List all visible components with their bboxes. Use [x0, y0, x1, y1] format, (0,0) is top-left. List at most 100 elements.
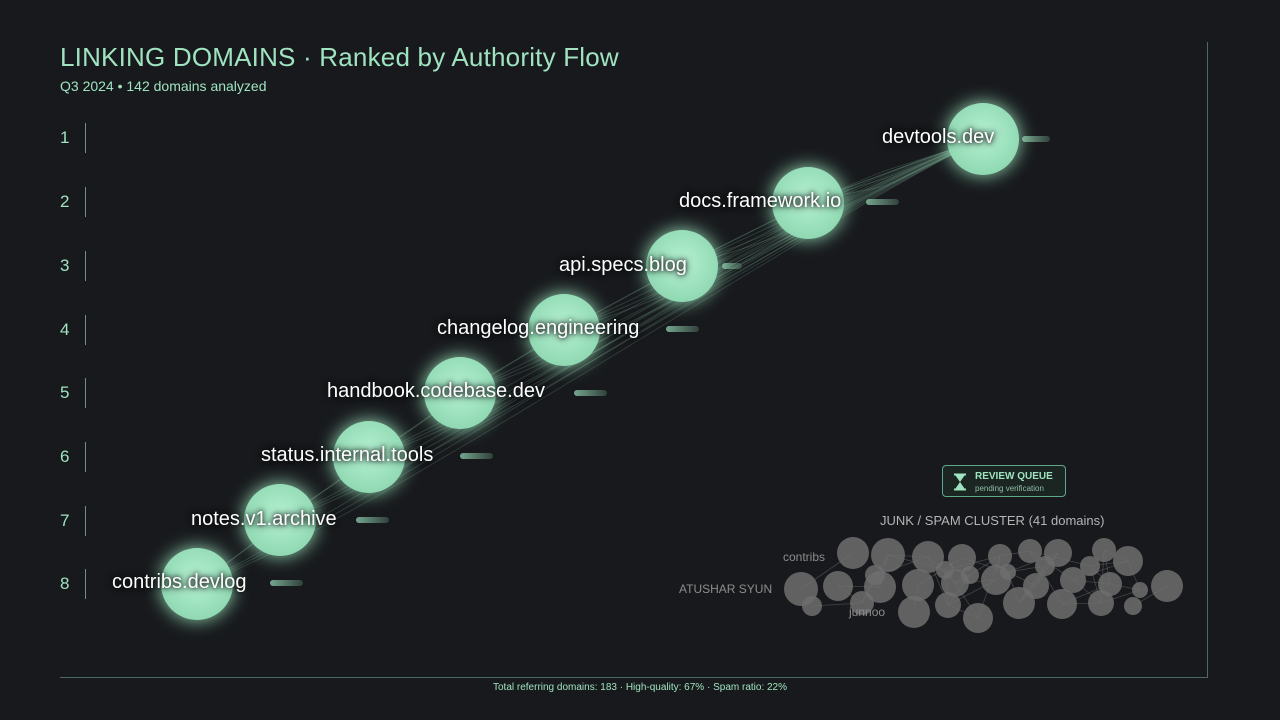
domain-nodes — [161, 103, 1019, 620]
rank-label-2: 2 — [60, 192, 70, 211]
spam-label: contribs — [783, 550, 826, 564]
rank-label-5: 5 — [60, 383, 70, 402]
rank-tick — [85, 251, 86, 281]
spam-node — [936, 561, 954, 579]
spam-node — [837, 537, 869, 569]
spam-node — [961, 566, 979, 584]
footer-stats: Total referring domains: 183 · High-qual… — [492, 682, 788, 693]
spam-cluster-count: (41 domains) — [1028, 513, 1105, 528]
domain-node[interactable] — [244, 484, 316, 556]
domain-node[interactable] — [333, 421, 405, 493]
rank-label-6: 6 — [60, 447, 70, 466]
authority-bar — [1022, 136, 1050, 142]
spam-node — [823, 571, 853, 601]
authority-edge — [368, 138, 984, 458]
rank-label-7: 7 — [60, 511, 70, 530]
domain-node[interactable] — [947, 103, 1019, 175]
authority-bar — [460, 453, 493, 459]
authority-edge — [807, 138, 984, 204]
spam-label: ATUSHAR SYUN — [679, 582, 773, 596]
domain-label-3: api.specs.blog — [559, 254, 687, 276]
spam-node — [871, 538, 905, 572]
authority-bar — [356, 517, 389, 523]
authority-bar — [722, 263, 742, 269]
page-subtitle: Q3 2024 • 142 domains analyzed — [60, 78, 267, 94]
domain-label-5: handbook.codebase.dev — [327, 380, 545, 402]
rank-tick — [85, 378, 86, 408]
authority-edge — [368, 138, 984, 458]
rank-tick — [85, 506, 86, 536]
authority-bars — [270, 136, 1050, 586]
spam-node — [1098, 572, 1122, 596]
domain-label-8: contribs.devlog — [112, 571, 247, 593]
spam-cluster-title: JUNK / SPAM CLUSTER (41 domains) — [880, 513, 1104, 528]
spam-label: junnoo — [849, 605, 886, 619]
domain-label-6: status.internal.tools — [261, 444, 434, 466]
domain-label-7: notes.v1.archive — [191, 508, 337, 530]
domain-node[interactable] — [646, 230, 718, 302]
spam-node — [865, 565, 885, 585]
authority-edge — [279, 138, 984, 521]
authority-edge — [279, 138, 984, 521]
spam-node — [1018, 539, 1042, 563]
rank-label-3: 3 — [60, 256, 70, 275]
domain-label-2: docs.framework.io — [679, 190, 842, 212]
hourglass-icon — [954, 473, 966, 491]
rank-tick — [85, 442, 86, 472]
authority-bar — [866, 199, 899, 205]
spam-node — [1060, 567, 1086, 593]
review-queue-subtitle: pending verification — [975, 484, 1044, 493]
spam-node — [1092, 538, 1116, 562]
authority-edge — [807, 138, 984, 204]
spam-node — [912, 541, 944, 573]
spam-node — [1151, 570, 1183, 602]
authority-edge — [563, 138, 984, 331]
authority-bar — [666, 326, 699, 332]
spam-node — [935, 592, 961, 618]
spam-node — [1035, 556, 1055, 576]
spam-cluster-name: JUNK / SPAM CLUSTER — [880, 513, 1025, 528]
spam-node — [898, 596, 930, 628]
rank-label-8: 8 — [60, 574, 70, 593]
spam-node — [902, 569, 934, 601]
spam-node — [948, 544, 976, 572]
spam-node — [988, 544, 1012, 568]
review-queue-title: REVIEW QUEUE — [975, 471, 1053, 482]
authority-edge — [563, 138, 984, 331]
spam-node — [1080, 556, 1100, 576]
authority-bar — [574, 390, 607, 396]
review-queue-badge[interactable]: REVIEW QUEUE pending verification — [942, 465, 1066, 497]
spam-node — [1132, 582, 1148, 598]
spam-node — [1047, 589, 1077, 619]
domain-label-1: devtools.dev — [882, 126, 995, 148]
authority-edge — [807, 138, 984, 204]
authority-bar — [270, 580, 303, 586]
spam-cluster-graph — [784, 537, 1183, 633]
rank-label-4: 4 — [60, 320, 70, 339]
rank-label-1: 1 — [60, 128, 70, 147]
authority-edge — [563, 138, 984, 331]
bottom-axis-line — [60, 677, 1208, 678]
spam-node — [1124, 597, 1142, 615]
spam-node — [850, 591, 874, 615]
right-axis-line — [1207, 42, 1208, 678]
spam-node — [1000, 564, 1016, 580]
domain-label-4: changelog.engineering — [437, 317, 640, 339]
domain-node[interactable] — [424, 357, 496, 429]
spam-node — [1113, 546, 1143, 576]
page-title: LINKING DOMAINS · Ranked by Authority Fl… — [60, 42, 619, 72]
rank-tick — [85, 315, 86, 345]
spam-node — [802, 596, 822, 616]
domain-node[interactable] — [772, 167, 844, 239]
rank-tick — [85, 569, 86, 599]
spam-node — [963, 603, 993, 633]
authority-edge — [368, 138, 984, 458]
rank-tick — [85, 123, 86, 153]
domain-node[interactable] — [528, 294, 600, 366]
spam-node — [1003, 587, 1035, 619]
rank-tick — [85, 187, 86, 217]
spam-node — [1088, 590, 1114, 616]
domain-node[interactable] — [161, 548, 233, 620]
